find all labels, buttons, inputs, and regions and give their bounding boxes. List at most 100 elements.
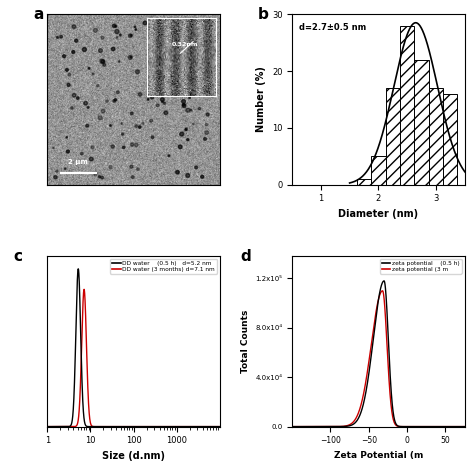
Circle shape	[111, 145, 114, 148]
Circle shape	[147, 54, 149, 56]
Circle shape	[143, 21, 147, 25]
Circle shape	[93, 28, 97, 32]
Circle shape	[72, 51, 75, 54]
Bar	[385, 88, 400, 185]
Circle shape	[150, 119, 153, 122]
Circle shape	[131, 176, 134, 178]
Circle shape	[101, 109, 105, 113]
Circle shape	[189, 97, 191, 99]
Circle shape	[63, 55, 65, 58]
Circle shape	[185, 128, 187, 130]
Circle shape	[88, 67, 90, 69]
Circle shape	[138, 92, 142, 96]
Circle shape	[135, 125, 137, 128]
Circle shape	[100, 176, 103, 179]
Circle shape	[54, 175, 57, 179]
Circle shape	[155, 47, 156, 49]
Circle shape	[128, 55, 132, 59]
Bar	[443, 94, 457, 185]
Circle shape	[182, 104, 186, 108]
Circle shape	[197, 44, 200, 47]
Text: c: c	[13, 249, 22, 264]
Bar	[428, 88, 443, 185]
Circle shape	[190, 46, 192, 48]
Text: 2 μm: 2 μm	[68, 159, 88, 165]
Text: b: b	[258, 8, 269, 22]
Circle shape	[98, 116, 102, 120]
Circle shape	[115, 29, 119, 34]
Circle shape	[186, 108, 190, 112]
Circle shape	[182, 46, 184, 48]
Circle shape	[130, 165, 133, 168]
Circle shape	[178, 22, 180, 24]
Circle shape	[66, 137, 67, 138]
Circle shape	[121, 133, 124, 135]
Circle shape	[135, 143, 138, 147]
Circle shape	[101, 60, 105, 64]
Circle shape	[101, 36, 104, 39]
Circle shape	[195, 54, 198, 56]
Circle shape	[130, 143, 134, 146]
Text: d: d	[240, 249, 251, 264]
Circle shape	[71, 107, 73, 109]
Bar	[414, 60, 428, 185]
Circle shape	[87, 107, 89, 109]
Circle shape	[199, 108, 201, 110]
Text: a: a	[34, 8, 44, 22]
Circle shape	[201, 175, 204, 178]
Circle shape	[84, 101, 87, 105]
Circle shape	[65, 68, 68, 71]
Circle shape	[201, 43, 202, 45]
Bar	[357, 179, 371, 185]
Circle shape	[66, 150, 69, 153]
Circle shape	[164, 102, 165, 104]
Circle shape	[56, 36, 58, 38]
Circle shape	[156, 104, 159, 107]
Circle shape	[148, 79, 151, 82]
Circle shape	[100, 59, 104, 63]
Circle shape	[147, 99, 149, 100]
Circle shape	[206, 113, 209, 116]
Circle shape	[109, 165, 112, 169]
Circle shape	[130, 56, 132, 58]
Circle shape	[90, 157, 93, 161]
Circle shape	[178, 145, 182, 149]
Circle shape	[99, 176, 100, 178]
Circle shape	[191, 109, 192, 111]
Circle shape	[130, 112, 133, 115]
Circle shape	[150, 64, 153, 66]
X-axis label: Zeta Potential (m: Zeta Potential (m	[334, 451, 423, 460]
Circle shape	[161, 98, 164, 101]
Circle shape	[176, 171, 179, 174]
Circle shape	[72, 25, 76, 28]
Text: d=2.7±0.5 nm: d=2.7±0.5 nm	[299, 23, 366, 32]
Circle shape	[112, 24, 116, 27]
Circle shape	[180, 132, 183, 136]
Circle shape	[91, 146, 94, 149]
Circle shape	[74, 39, 78, 42]
Circle shape	[205, 123, 208, 126]
Circle shape	[134, 26, 136, 27]
Bar	[400, 26, 414, 185]
Circle shape	[151, 136, 154, 138]
Circle shape	[130, 35, 132, 36]
Circle shape	[86, 124, 89, 127]
Circle shape	[106, 100, 108, 102]
Circle shape	[164, 111, 168, 115]
Circle shape	[116, 36, 118, 38]
Circle shape	[81, 153, 83, 155]
Circle shape	[68, 73, 71, 76]
Circle shape	[111, 47, 115, 51]
Circle shape	[207, 65, 210, 68]
Circle shape	[168, 155, 170, 157]
Circle shape	[113, 100, 115, 102]
Legend: zeta potential    (0.5 h), zeta potential (3 m: zeta potential (0.5 h), zeta potential (…	[380, 259, 462, 273]
Circle shape	[137, 168, 139, 171]
Circle shape	[187, 138, 189, 141]
Circle shape	[119, 34, 121, 36]
Circle shape	[99, 49, 102, 52]
Circle shape	[175, 90, 179, 94]
Circle shape	[97, 85, 99, 87]
Circle shape	[56, 170, 58, 173]
Circle shape	[160, 88, 163, 91]
